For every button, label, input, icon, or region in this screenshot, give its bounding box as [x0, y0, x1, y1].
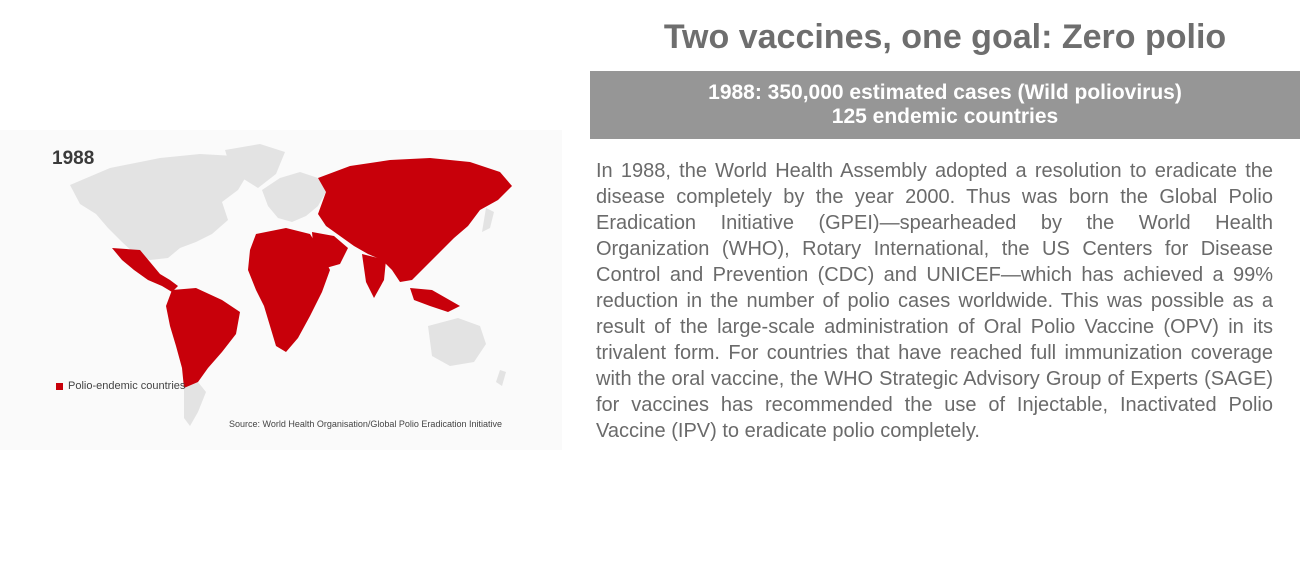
japan-region: [482, 208, 494, 232]
south-america-region: [166, 288, 240, 396]
southeast-asia-region: [410, 288, 460, 312]
map-year-label: 1988: [52, 148, 95, 169]
southern-cone-region: [184, 382, 206, 426]
greenland-region: [225, 144, 285, 188]
legend-swatch: [56, 383, 63, 390]
stats-banner: 1988: 350,000 estimated cases (Wild poli…: [590, 71, 1300, 139]
central-america-region: [112, 248, 178, 292]
banner-countries-line: 125 endemic countries: [831, 105, 1059, 128]
banner-cases-line: 1988: 350,000 estimated cases (Wild poli…: [708, 81, 1182, 104]
legend-label: Polio-endemic countries: [68, 380, 186, 392]
australia-region: [428, 318, 486, 366]
new-zealand-region: [496, 370, 506, 386]
world-map: [70, 144, 512, 426]
asia-region: [318, 158, 512, 282]
page-title: Two vaccines, one goal: Zero polio: [663, 18, 1227, 56]
north-america-region: [70, 154, 250, 260]
india-region: [362, 254, 386, 298]
africa-region: [248, 228, 330, 352]
world-map-panel: 1988 Polio-endemic countries Source: Wor…: [0, 130, 562, 450]
map-source: Source: World Health Organisation/Global…: [229, 419, 502, 429]
europe-region: [262, 172, 326, 222]
body-paragraph: In 1988, the World Health Assembly adopt…: [596, 160, 1273, 442]
